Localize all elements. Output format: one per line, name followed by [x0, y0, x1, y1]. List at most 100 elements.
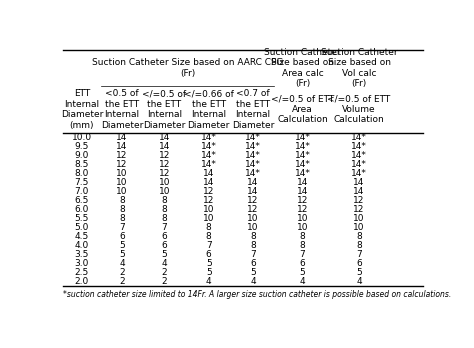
Text: 5: 5	[119, 250, 125, 259]
Text: 8: 8	[162, 214, 167, 223]
Text: 14*: 14*	[351, 160, 367, 169]
Text: 3.0: 3.0	[74, 259, 89, 268]
Text: 9.0: 9.0	[74, 151, 89, 160]
Text: 12: 12	[297, 205, 308, 214]
Text: 5.5: 5.5	[74, 214, 89, 223]
Text: 10: 10	[116, 187, 128, 196]
Text: 5: 5	[300, 268, 305, 277]
Text: 12: 12	[247, 196, 259, 205]
Text: 14: 14	[116, 142, 128, 151]
Text: 14*: 14*	[294, 142, 310, 151]
Text: 8: 8	[162, 196, 167, 205]
Text: 12: 12	[297, 196, 308, 205]
Text: 14: 14	[247, 178, 259, 187]
Text: *suction catheter size limited to 14Fr. A larger size suction catheter is possib: *suction catheter size limited to 14Fr. …	[63, 291, 451, 300]
Text: 8: 8	[356, 232, 362, 241]
Text: 10: 10	[116, 169, 128, 178]
Text: 2: 2	[119, 268, 125, 277]
Text: 10: 10	[353, 223, 365, 232]
Text: 14: 14	[353, 178, 365, 187]
Text: 6.0: 6.0	[74, 205, 89, 214]
Text: 14: 14	[203, 178, 214, 187]
Text: 10: 10	[203, 205, 214, 214]
Text: 14*: 14*	[294, 160, 310, 169]
Text: 12: 12	[116, 160, 128, 169]
Text: 7: 7	[250, 250, 256, 259]
Text: 10: 10	[297, 214, 308, 223]
Text: 10: 10	[159, 187, 170, 196]
Text: 9.5: 9.5	[74, 142, 89, 151]
Text: </=0.5 of ETT
Volume
Calculation: </=0.5 of ETT Volume Calculation	[328, 95, 391, 124]
Text: Suction Catheter
Size based on
Vol calc
(Fr): Suction Catheter Size based on Vol calc …	[321, 48, 397, 88]
Text: 14: 14	[116, 133, 128, 142]
Text: 3.5: 3.5	[74, 250, 89, 259]
Text: <0.7 of
the ETT
Internal
Diameter: <0.7 of the ETT Internal Diameter	[232, 89, 274, 129]
Text: 6: 6	[356, 259, 362, 268]
Text: 10: 10	[297, 223, 308, 232]
Text: 2.5: 2.5	[75, 268, 89, 277]
Text: 10: 10	[247, 223, 259, 232]
Text: 8: 8	[250, 241, 256, 250]
Text: 4: 4	[206, 277, 211, 286]
Text: 5: 5	[250, 268, 256, 277]
Text: 6: 6	[162, 241, 167, 250]
Text: 10: 10	[159, 178, 170, 187]
Text: 7.5: 7.5	[74, 178, 89, 187]
Text: 8.5: 8.5	[74, 160, 89, 169]
Text: 12: 12	[116, 151, 128, 160]
Text: 7: 7	[119, 223, 125, 232]
Text: 7: 7	[162, 223, 167, 232]
Text: </=0.5 of
the ETT
Internal
Diameter: </=0.5 of the ETT Internal Diameter	[142, 89, 186, 129]
Text: 6: 6	[250, 259, 256, 268]
Text: 4.5: 4.5	[75, 232, 89, 241]
Text: 2: 2	[119, 277, 125, 286]
Text: 2: 2	[162, 268, 167, 277]
Text: 14*: 14*	[201, 151, 217, 160]
Text: 14*: 14*	[351, 169, 367, 178]
Text: 14*: 14*	[294, 133, 310, 142]
Text: 4: 4	[250, 277, 256, 286]
Text: 10: 10	[247, 214, 259, 223]
Text: 7: 7	[300, 250, 305, 259]
Text: 14: 14	[297, 178, 308, 187]
Text: 5: 5	[162, 250, 167, 259]
Text: 5: 5	[206, 259, 211, 268]
Text: 10.0: 10.0	[72, 133, 92, 142]
Text: 12: 12	[159, 169, 170, 178]
Text: 5: 5	[356, 268, 362, 277]
Text: 14*: 14*	[201, 142, 217, 151]
Text: 7: 7	[356, 250, 362, 259]
Text: 8: 8	[300, 241, 305, 250]
Text: 7: 7	[206, 241, 211, 250]
Text: 12: 12	[203, 187, 214, 196]
Text: 14: 14	[353, 187, 365, 196]
Text: </=0.5 of ETT
Area
Calculation: </=0.5 of ETT Area Calculation	[271, 95, 334, 124]
Text: 12: 12	[247, 205, 259, 214]
Text: 6.5: 6.5	[74, 196, 89, 205]
Text: 12: 12	[353, 205, 365, 214]
Text: 5: 5	[119, 241, 125, 250]
Text: 4: 4	[300, 277, 305, 286]
Text: 14*: 14*	[245, 151, 261, 160]
Text: 4.0: 4.0	[75, 241, 89, 250]
Text: <0.5 of
the ETT
Internal
Diameter: <0.5 of the ETT Internal Diameter	[101, 89, 143, 129]
Text: 8: 8	[206, 223, 211, 232]
Text: 10: 10	[353, 214, 365, 223]
Text: 8: 8	[206, 232, 211, 241]
Text: 14: 14	[159, 142, 170, 151]
Text: 6: 6	[162, 232, 167, 241]
Text: 14*: 14*	[245, 169, 261, 178]
Text: 8.0: 8.0	[74, 169, 89, 178]
Text: 14*: 14*	[245, 160, 261, 169]
Text: 14*: 14*	[201, 160, 217, 169]
Text: 6: 6	[119, 232, 125, 241]
Text: 8: 8	[250, 232, 256, 241]
Text: 14: 14	[247, 187, 259, 196]
Text: 12: 12	[159, 160, 170, 169]
Text: 14*: 14*	[201, 133, 217, 142]
Text: 14*: 14*	[245, 142, 261, 151]
Text: 6: 6	[206, 250, 211, 259]
Text: 4: 4	[119, 259, 125, 268]
Text: 8: 8	[119, 214, 125, 223]
Text: 8: 8	[119, 205, 125, 214]
